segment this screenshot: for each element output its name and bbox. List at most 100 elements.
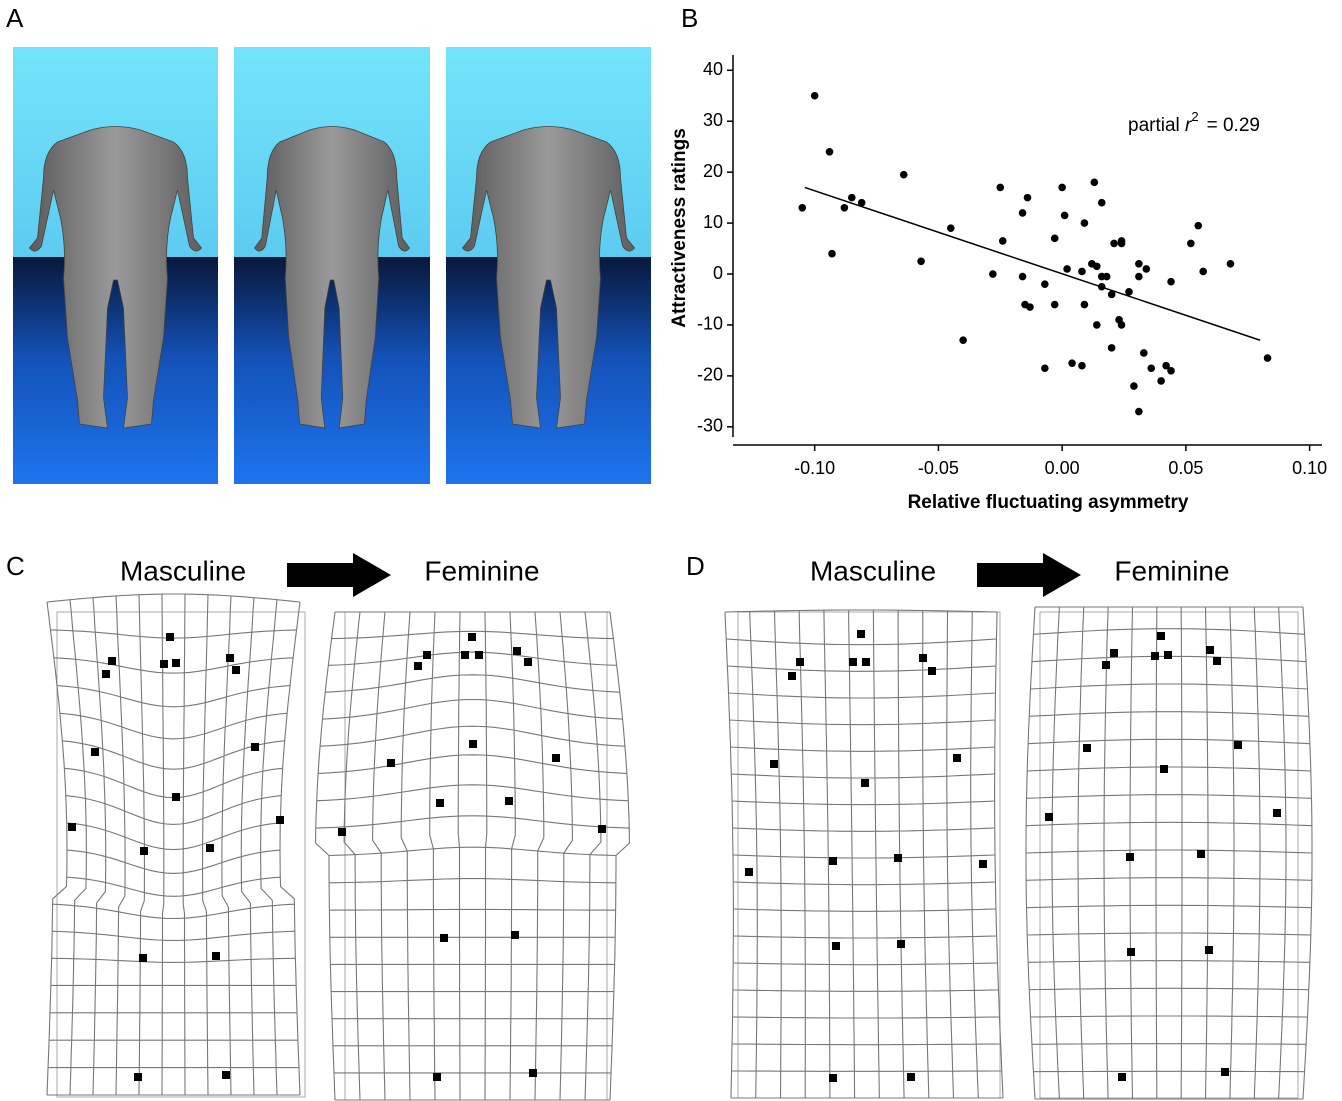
grid-line: [799, 611, 805, 1099]
grid-line: [53, 904, 295, 918]
point: [1051, 301, 1059, 309]
landmark: [108, 657, 116, 665]
x-tick-label: 0.00: [1045, 458, 1080, 478]
grid-line: [730, 720, 996, 725]
landmark: [232, 666, 240, 674]
landmark: [796, 658, 804, 666]
grid-line: [261, 600, 277, 1095]
x-tick-label: 0.05: [1168, 458, 1203, 478]
grid-line: [316, 816, 629, 828]
landmark: [1102, 661, 1110, 669]
grid-line: [52, 958, 296, 962]
grid-line: [1026, 822, 1312, 825]
point: [1098, 199, 1106, 207]
grid-line: [1156, 607, 1157, 1099]
grid-line: [458, 612, 460, 1100]
grid-line: [485, 612, 487, 1100]
grid-line: [329, 909, 615, 910]
landmark: [1206, 646, 1214, 654]
landmark: [861, 779, 869, 787]
reference-frame: [1040, 612, 1298, 1098]
y-tick-label: 30: [703, 110, 723, 130]
x-tick-label: -0.05: [918, 458, 959, 478]
point: [798, 204, 806, 212]
point: [1078, 268, 1086, 276]
point: [1194, 222, 1202, 230]
grid-line: [923, 611, 929, 1099]
landmark: [511, 931, 519, 939]
landmark: [1213, 657, 1221, 665]
landmark: [139, 954, 147, 962]
grid-line: [430, 612, 435, 1100]
landmark: [468, 633, 476, 641]
landmark: [1126, 853, 1134, 861]
grid-line: [52, 931, 295, 940]
point: [826, 148, 834, 156]
landmark: [1157, 632, 1165, 640]
panel-label: A: [6, 3, 24, 33]
point: [1157, 377, 1165, 385]
annotation-text: partial: [1128, 115, 1180, 136]
landmark: [461, 651, 469, 659]
morph-start: Masculine: [120, 555, 246, 586]
grid-line: [1031, 1016, 1308, 1017]
point: [1093, 263, 1101, 271]
point: [1147, 364, 1155, 372]
point: [1081, 301, 1089, 309]
grid-line: [1026, 878, 1312, 881]
landmark: [907, 1073, 915, 1081]
point: [1024, 194, 1032, 202]
landmark: [436, 799, 444, 807]
grid-line: [733, 855, 995, 858]
landmark: [1127, 948, 1135, 956]
landmark: [849, 658, 857, 666]
point: [1051, 235, 1059, 243]
point: [828, 250, 836, 258]
x-tick-label: -0.10: [794, 458, 835, 478]
grid-line: [1052, 607, 1059, 1099]
grid-line: [510, 612, 515, 1100]
point: [947, 224, 955, 232]
panel-b: B Attractiveness ratings Relative fluctu…: [669, 3, 1327, 513]
landmark: [1110, 649, 1118, 657]
y-tick-label: 40: [703, 59, 723, 79]
landmark: [524, 658, 532, 666]
landmark: [140, 847, 148, 855]
landmark: [928, 667, 936, 675]
backdrop-floor: [446, 257, 651, 484]
reference-frame: [738, 612, 1000, 1098]
grid-line: [849, 610, 855, 1098]
grid-line: [1028, 739, 1310, 743]
landmark: [513, 647, 521, 655]
x-axis-label: Relative fluctuating asymmetry: [908, 492, 1189, 513]
point: [1091, 179, 1099, 187]
landmark: [1273, 809, 1281, 817]
point: [1167, 278, 1175, 286]
grid-line: [535, 612, 544, 1100]
landmark: [1151, 652, 1159, 660]
grid-line: [162, 594, 164, 1095]
arrow: [977, 553, 1081, 597]
landmark: [505, 797, 513, 805]
grid-line: [1279, 607, 1286, 1099]
point: [959, 336, 967, 344]
landmark: [166, 633, 174, 641]
point: [1063, 265, 1071, 273]
y-tick-label: -10: [697, 314, 723, 334]
point: [1264, 354, 1272, 362]
landmark: [979, 860, 987, 868]
point: [1110, 240, 1118, 248]
grid-line: [47, 594, 300, 602]
landmark: [598, 825, 606, 833]
landmark: [862, 658, 870, 666]
landmark: [788, 672, 796, 680]
morph-end: Feminine: [1114, 555, 1229, 586]
grid-line: [733, 909, 996, 911]
point: [848, 194, 856, 202]
landmark: [91, 748, 99, 756]
grid-line: [585, 612, 601, 1100]
point: [1093, 321, 1101, 329]
y-tick-label: -20: [697, 365, 723, 385]
landmark: [529, 1069, 537, 1077]
grid-line: [325, 675, 620, 692]
